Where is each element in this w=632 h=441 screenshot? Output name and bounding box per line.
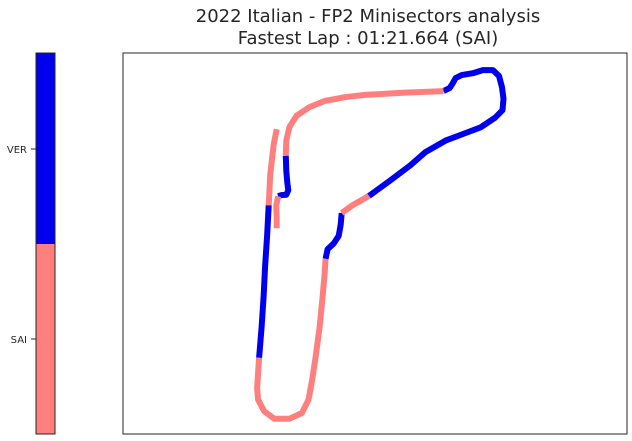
chart-title-line-2: Fastest Lap : 01:21.664 (SAI)	[238, 28, 499, 49]
track-segment-sai-9	[273, 195, 282, 229]
track-segment-sai-3	[254, 258, 329, 422]
colorbar-label-sai: SAI	[11, 335, 27, 346]
colorbar-segment-ver	[36, 53, 55, 244]
track-segment-ver-2	[256, 205, 272, 359]
colorbar-label-ver: VER	[7, 145, 27, 156]
colorbar-legend: VER SAI	[7, 52, 56, 435]
colorbar-segment-sai	[36, 244, 55, 434]
track-segment-sai-1	[265, 128, 280, 206]
track-segment-sai-5	[339, 193, 371, 216]
track-segment-ver-6	[367, 67, 507, 199]
track-segment-ver-4	[322, 212, 345, 260]
plot-area-frame	[122, 52, 628, 435]
track-layer	[254, 67, 507, 422]
colorbar-frame	[35, 52, 56, 435]
chart-title-line-1: 2022 Italian - FP2 Minisectors analysis	[196, 6, 540, 27]
track-segment-sai-7	[282, 88, 444, 156]
track-segment-ver-8	[277, 155, 292, 200]
